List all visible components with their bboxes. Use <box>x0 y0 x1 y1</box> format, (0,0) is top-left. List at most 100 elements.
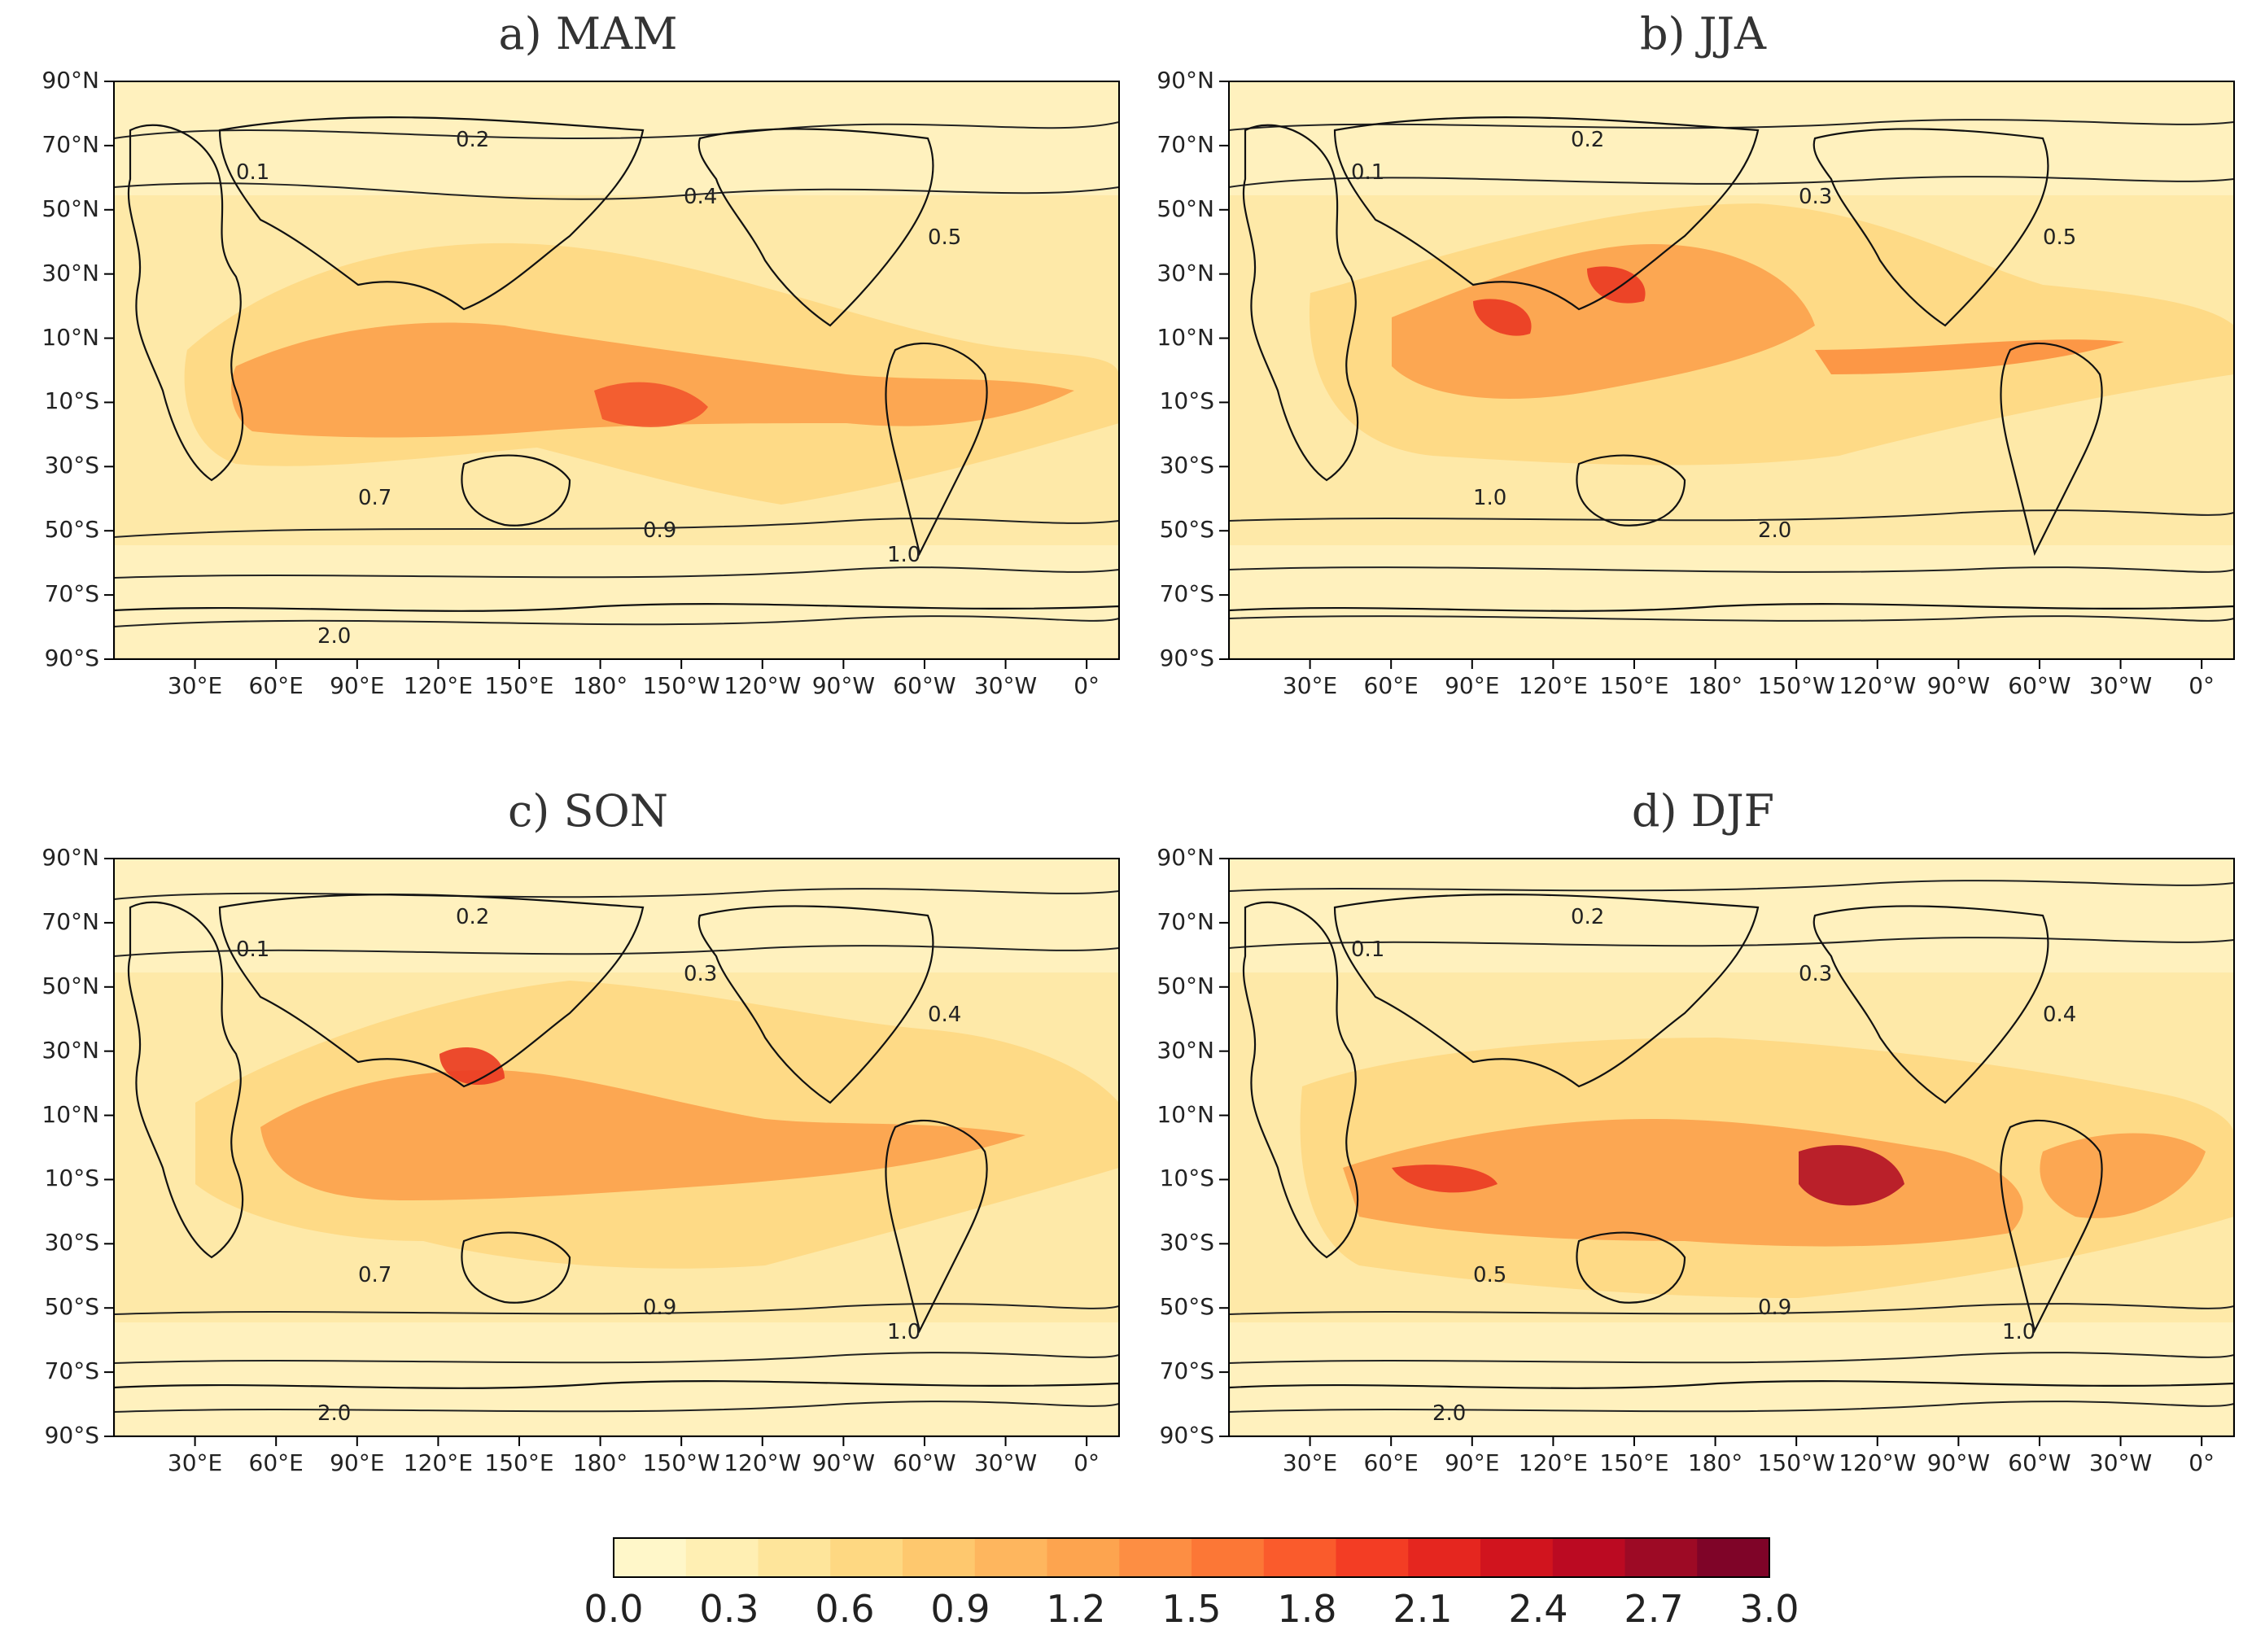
colorbar-tick-label: 0.9 <box>930 1587 990 1631</box>
lon-label: 150°W <box>1757 1449 1835 1476</box>
lon-label: 150°W <box>1757 672 1835 699</box>
colorbar-tick-label: 0.3 <box>699 1587 759 1631</box>
coastline <box>461 1231 571 1304</box>
colorbar-swatch <box>1697 1538 1770 1577</box>
map-panel-son: c) SON 0.1 0.2 0.3 0.4 0.7 0.9 1.0 2.0 90°N 70°N 50… <box>24 785 1152 1542</box>
lon-label: 90°E <box>1445 1449 1500 1476</box>
colorbar-swatch <box>758 1538 831 1577</box>
colorbar-swatch <box>1480 1538 1554 1577</box>
lat-label: 50°N <box>42 972 99 999</box>
lon-label: 90°W <box>811 1449 876 1476</box>
precip-band <box>1473 299 1532 336</box>
contour-line <box>1229 937 2234 949</box>
lat-label: 90°S <box>44 1422 99 1449</box>
contour-label: 1.0 <box>887 543 920 567</box>
colorbar-tick-label: 1.8 <box>1277 1587 1337 1631</box>
coastline <box>1576 454 1686 527</box>
lat-label: 70°N <box>42 907 99 935</box>
colorbar-tick-label: 1.2 <box>1046 1587 1106 1631</box>
lon-label: 150°W <box>642 672 720 699</box>
colorbar-swatch <box>1047 1538 1120 1577</box>
colorbar-swatch <box>1119 1538 1192 1577</box>
contour-label: 0.2 <box>1571 128 1604 152</box>
map-frame <box>113 858 1120 1437</box>
lat-label: 10°S <box>44 1165 99 1192</box>
colorbar-swatch <box>1336 1538 1409 1577</box>
contour-line <box>1229 1401 2234 1413</box>
coastline <box>1576 1231 1686 1304</box>
colorbar-tick-label: 2.7 <box>1624 1587 1684 1631</box>
lon-label: 90°W <box>811 672 876 699</box>
lat-label: 90°N <box>42 844 99 871</box>
lat-label: 50°N <box>1157 972 1214 999</box>
precip-band <box>1799 1145 1904 1206</box>
contour-label: 1.0 <box>1473 486 1506 510</box>
panel-title: c) SON <box>508 785 668 837</box>
contour-line <box>1229 566 2234 573</box>
colorbar-tick-label: 1.5 <box>1161 1587 1222 1631</box>
lon-label: 90°W <box>1926 672 1991 699</box>
precip-map: 0.1 0.2 0.3 0.5 1.0 2.0 <box>1219 81 2235 669</box>
precip-map: 0.1 0.2 0.3 0.4 0.7 0.9 1.0 2.0 <box>104 858 1120 1446</box>
contour-line <box>1229 615 2234 622</box>
lat-label: 10°S <box>44 387 99 415</box>
colorbar-tick-label: 0.0 <box>584 1587 644 1631</box>
colorbar-tick-label: 2.4 <box>1508 1587 1568 1631</box>
colorbar <box>612 1536 1771 1582</box>
contour-label: 0.5 <box>2043 225 2076 250</box>
map-panel-jja: b) JJA 0.1 0.2 0.3 0.5 1.0 2.0 90°N 70°N 50°N 30°N… <box>1139 8 2265 765</box>
coastline <box>885 1119 988 1334</box>
lat-label: 30°S <box>44 1229 99 1256</box>
lon-label: 0° <box>1073 1449 1100 1476</box>
lon-label: 30°W <box>2088 1449 2153 1476</box>
precip-band <box>1815 339 2124 374</box>
lon-label: 150°W <box>642 1449 720 1476</box>
contour-label: 0.9 <box>1758 1296 1791 1320</box>
lon-label: 0° <box>2188 672 2215 699</box>
contour-label: 0.3 <box>684 962 717 986</box>
contour-label: 1.0 <box>887 1320 920 1344</box>
lat-label: 10°N <box>1157 323 1214 351</box>
lon-label: 120°W <box>1839 1449 1917 1476</box>
lat-label: 70°S <box>44 1357 99 1385</box>
coastline <box>461 454 571 527</box>
contour-line <box>114 945 1119 957</box>
lon-label: 120°W <box>724 1449 802 1476</box>
colorbar-swatch <box>1552 1538 1625 1577</box>
colorbar-frame <box>613 1537 1770 1578</box>
precip-band <box>260 1070 1025 1200</box>
lon-label: 90°E <box>330 672 385 699</box>
lat-label: 50°N <box>1157 194 1214 222</box>
coastline <box>1333 894 1760 1088</box>
lat-label: 70°N <box>1157 130 1214 158</box>
lon-label: 120°E <box>403 672 473 699</box>
colorbar-swatch <box>614 1538 687 1577</box>
coastline <box>1333 116 1760 311</box>
lon-label: 30°E <box>167 672 223 699</box>
lon-label: 0° <box>2188 1449 2215 1476</box>
contour-label: 0.3 <box>1799 185 1832 209</box>
contour-line <box>1229 1352 2234 1364</box>
colorbar-swatch <box>685 1538 759 1577</box>
lat-label: 70°S <box>1159 580 1214 608</box>
map-frame <box>113 81 1120 660</box>
contour-label: 0.2 <box>456 128 489 152</box>
lon-label: 30°E <box>1282 1449 1338 1476</box>
lat-label: 90°S <box>44 645 99 671</box>
lon-label: 30°W <box>973 1449 1038 1476</box>
contour-label: 0.5 <box>928 225 961 250</box>
lon-label: 30°W <box>973 672 1038 699</box>
contour-label: 0.7 <box>358 486 391 510</box>
coastline <box>697 905 934 1104</box>
lon-label: 60°E <box>248 672 304 699</box>
panel-title: b) JJA <box>1639 8 1767 59</box>
lat-label: 70°N <box>1157 907 1214 935</box>
lon-label: 90°W <box>1926 1449 1991 1476</box>
lon-label: 120°E <box>1518 672 1588 699</box>
lat-label: 90°N <box>42 67 99 94</box>
map-panel-djf: d) DJF 0.1 0.2 0.3 0.4 0.5 0.9 1.0 2.0 90°N 70°N 50… <box>1139 785 2265 1542</box>
precip-band <box>439 1047 505 1086</box>
lat-label: 30°S <box>1159 1229 1214 1256</box>
contour-line <box>114 888 1119 900</box>
map-frame <box>1228 858 2235 1437</box>
